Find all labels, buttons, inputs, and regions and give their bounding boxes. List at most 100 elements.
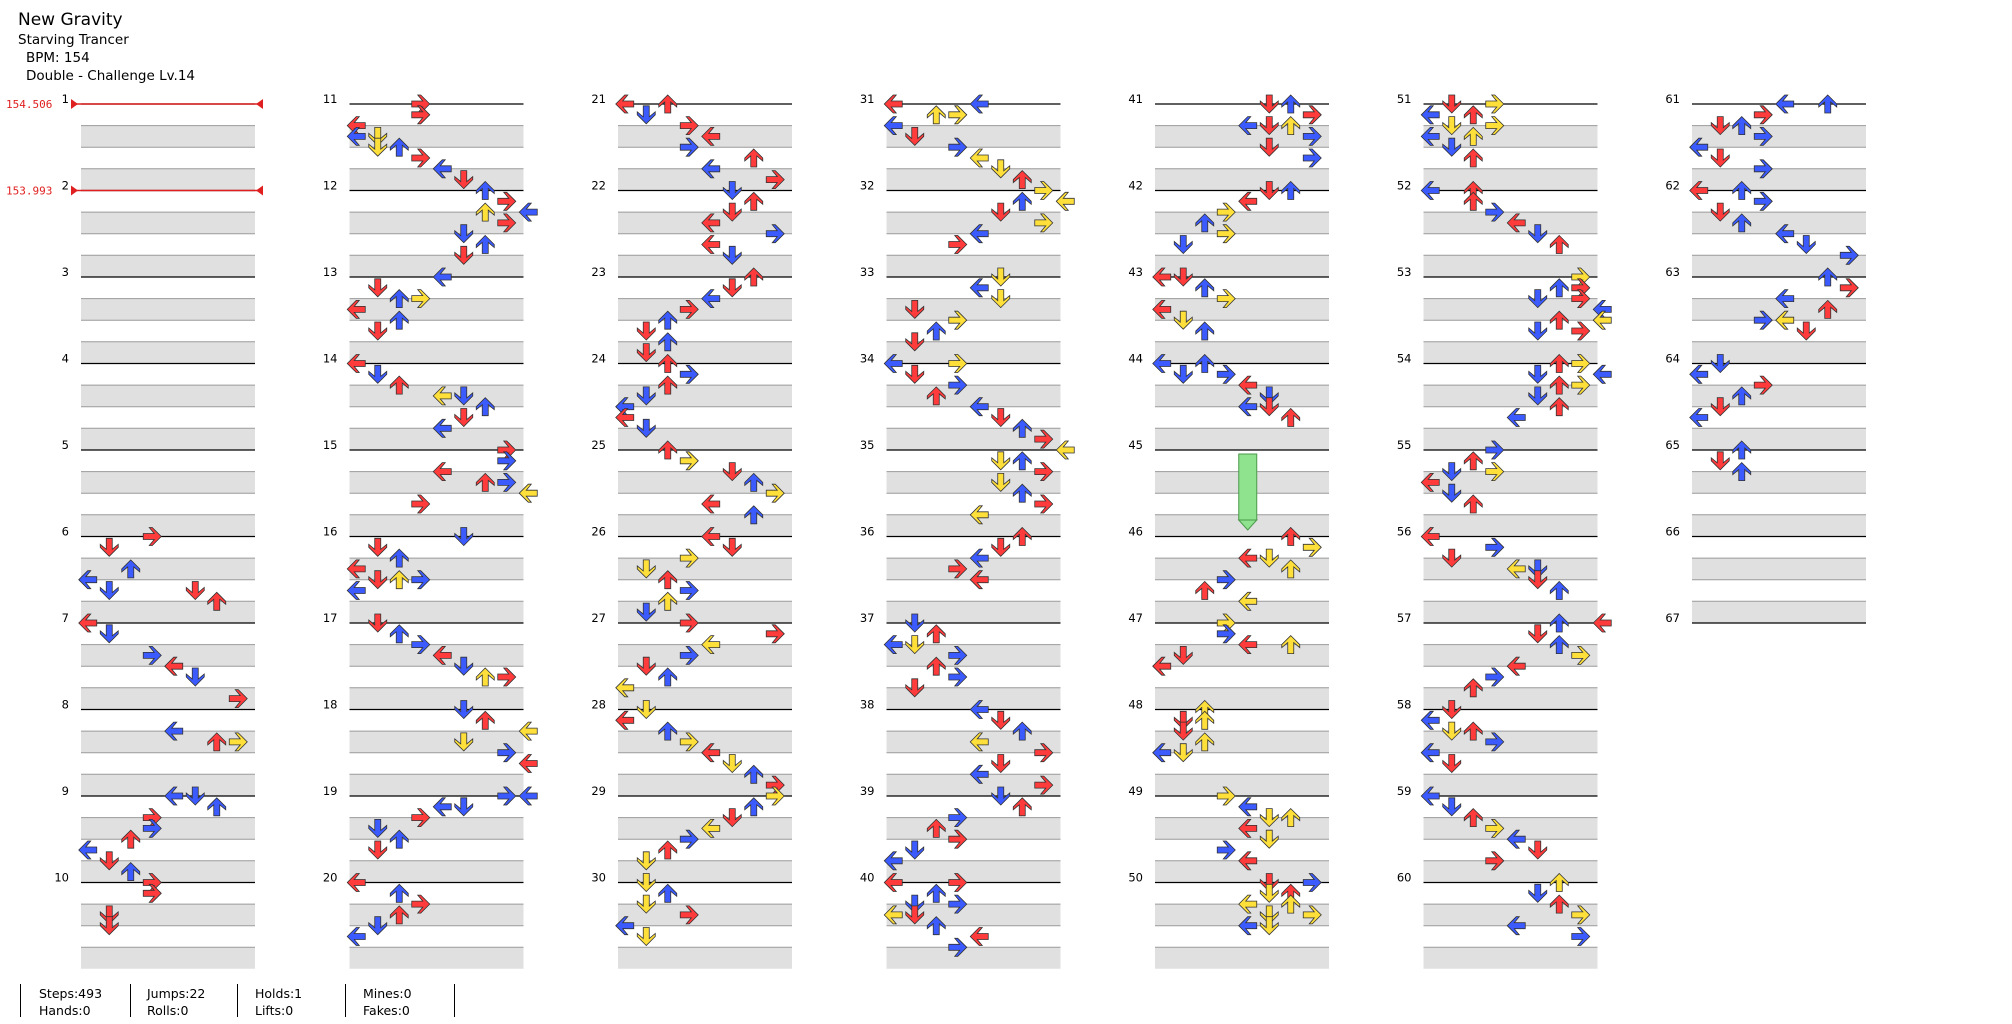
step-arrow bbox=[615, 710, 635, 730]
measure-number: 7 bbox=[62, 611, 69, 625]
step-arrow bbox=[679, 548, 699, 568]
step-arrow bbox=[679, 581, 699, 600]
step-arrow bbox=[1442, 548, 1462, 568]
beat-band bbox=[349, 168, 524, 191]
step-arrow bbox=[679, 364, 699, 384]
stat-lifts: Lifts:0 bbox=[255, 1003, 294, 1018]
beat-band bbox=[1155, 125, 1329, 147]
step-arrow bbox=[1238, 116, 1258, 135]
step-arrow bbox=[636, 894, 656, 914]
step-arrow bbox=[1689, 137, 1709, 157]
step-arrow bbox=[722, 181, 742, 201]
step-arrow bbox=[948, 354, 968, 373]
step-arrow bbox=[1281, 559, 1301, 579]
step-arrow bbox=[744, 797, 764, 817]
step-arrow bbox=[142, 819, 162, 838]
step-arrow bbox=[1259, 905, 1279, 925]
measure-number: 40 bbox=[860, 871, 875, 885]
beat-band bbox=[1692, 514, 1866, 537]
step-arrow bbox=[1485, 462, 1505, 482]
beat-band bbox=[1423, 644, 1598, 666]
step-arrow bbox=[1839, 245, 1859, 265]
step-arrow bbox=[948, 375, 968, 395]
measure-number: 8 bbox=[62, 698, 69, 712]
step-arrow bbox=[454, 527, 474, 547]
beat-band bbox=[886, 817, 1061, 839]
step-arrow bbox=[991, 202, 1011, 222]
step-arrow bbox=[1442, 116, 1462, 136]
step-arrow bbox=[636, 559, 656, 579]
step-arrow bbox=[497, 743, 517, 763]
step-arrow bbox=[658, 883, 678, 903]
step-arrow bbox=[905, 364, 925, 384]
beat-band bbox=[1692, 601, 1866, 623]
step-arrow bbox=[658, 840, 678, 860]
step-arrow bbox=[78, 613, 98, 633]
stat-steps: Steps:493 bbox=[39, 986, 103, 1001]
beat-band bbox=[1155, 385, 1329, 407]
step-arrow bbox=[1216, 840, 1236, 860]
song-difficulty: Double - Challenge Lv.14 bbox=[26, 68, 196, 84]
step-arrow bbox=[1506, 559, 1526, 579]
measure-number: 29 bbox=[591, 784, 606, 798]
step-arrow bbox=[389, 883, 409, 903]
step-arrow bbox=[1528, 289, 1548, 309]
step-arrow bbox=[121, 559, 141, 579]
step-arrow bbox=[1281, 808, 1301, 827]
step-arrow bbox=[1775, 94, 1795, 114]
step-arrow bbox=[475, 667, 495, 687]
step-arrow bbox=[722, 245, 742, 265]
step-arrow bbox=[121, 829, 141, 849]
step-arrow bbox=[1216, 786, 1236, 806]
step-arrow bbox=[1420, 786, 1440, 806]
step-arrow bbox=[1281, 635, 1301, 654]
step-arrow bbox=[1592, 364, 1612, 384]
measure-number: 51 bbox=[1397, 92, 1412, 106]
measure-number: 33 bbox=[860, 265, 875, 279]
step-arrow bbox=[1195, 710, 1215, 730]
beat-band bbox=[1155, 558, 1329, 580]
step-arrow bbox=[679, 137, 699, 157]
measure-number: 41 bbox=[1128, 92, 1143, 106]
step-arrow bbox=[1216, 570, 1236, 590]
step-arrow bbox=[1281, 894, 1301, 914]
beat-band bbox=[81, 774, 255, 796]
measure-number: 49 bbox=[1128, 784, 1143, 798]
beat-band bbox=[618, 168, 792, 191]
step-arrow bbox=[636, 700, 656, 720]
stat-hands: Hands:0 bbox=[39, 1003, 91, 1018]
step-arrow bbox=[1281, 180, 1301, 200]
step-arrow bbox=[991, 472, 1011, 492]
step-arrow bbox=[969, 700, 989, 719]
step-arrow bbox=[1281, 94, 1301, 114]
step-arrow bbox=[99, 624, 119, 644]
step-arrow bbox=[905, 905, 925, 925]
measure-number: 47 bbox=[1128, 611, 1143, 625]
step-arrow bbox=[948, 873, 968, 892]
beat-band bbox=[81, 212, 255, 234]
step-arrow bbox=[883, 635, 903, 654]
step-arrow bbox=[905, 126, 925, 146]
beat-band bbox=[81, 471, 255, 493]
beat-band bbox=[349, 255, 524, 277]
beat-band bbox=[81, 298, 255, 320]
beat-band bbox=[1423, 947, 1598, 969]
measure-number: 25 bbox=[591, 438, 606, 452]
step-arrow bbox=[1055, 191, 1075, 211]
measure-number: 16 bbox=[323, 525, 338, 539]
step-arrow bbox=[1463, 191, 1483, 211]
step-arrow bbox=[701, 494, 721, 514]
step-arrow bbox=[1442, 721, 1462, 741]
step-arrow bbox=[926, 656, 946, 676]
step-arrow bbox=[948, 105, 968, 125]
step-arrow bbox=[636, 851, 656, 871]
measure-number: 15 bbox=[323, 438, 338, 452]
step-arrow bbox=[765, 170, 785, 190]
step-arrow bbox=[969, 148, 989, 168]
step-arrow bbox=[1528, 364, 1548, 384]
step-arrow bbox=[722, 754, 742, 774]
step-arrow bbox=[368, 137, 388, 157]
step-arrow bbox=[722, 278, 742, 298]
step-arrow bbox=[722, 202, 742, 222]
step-arrow bbox=[518, 754, 538, 773]
